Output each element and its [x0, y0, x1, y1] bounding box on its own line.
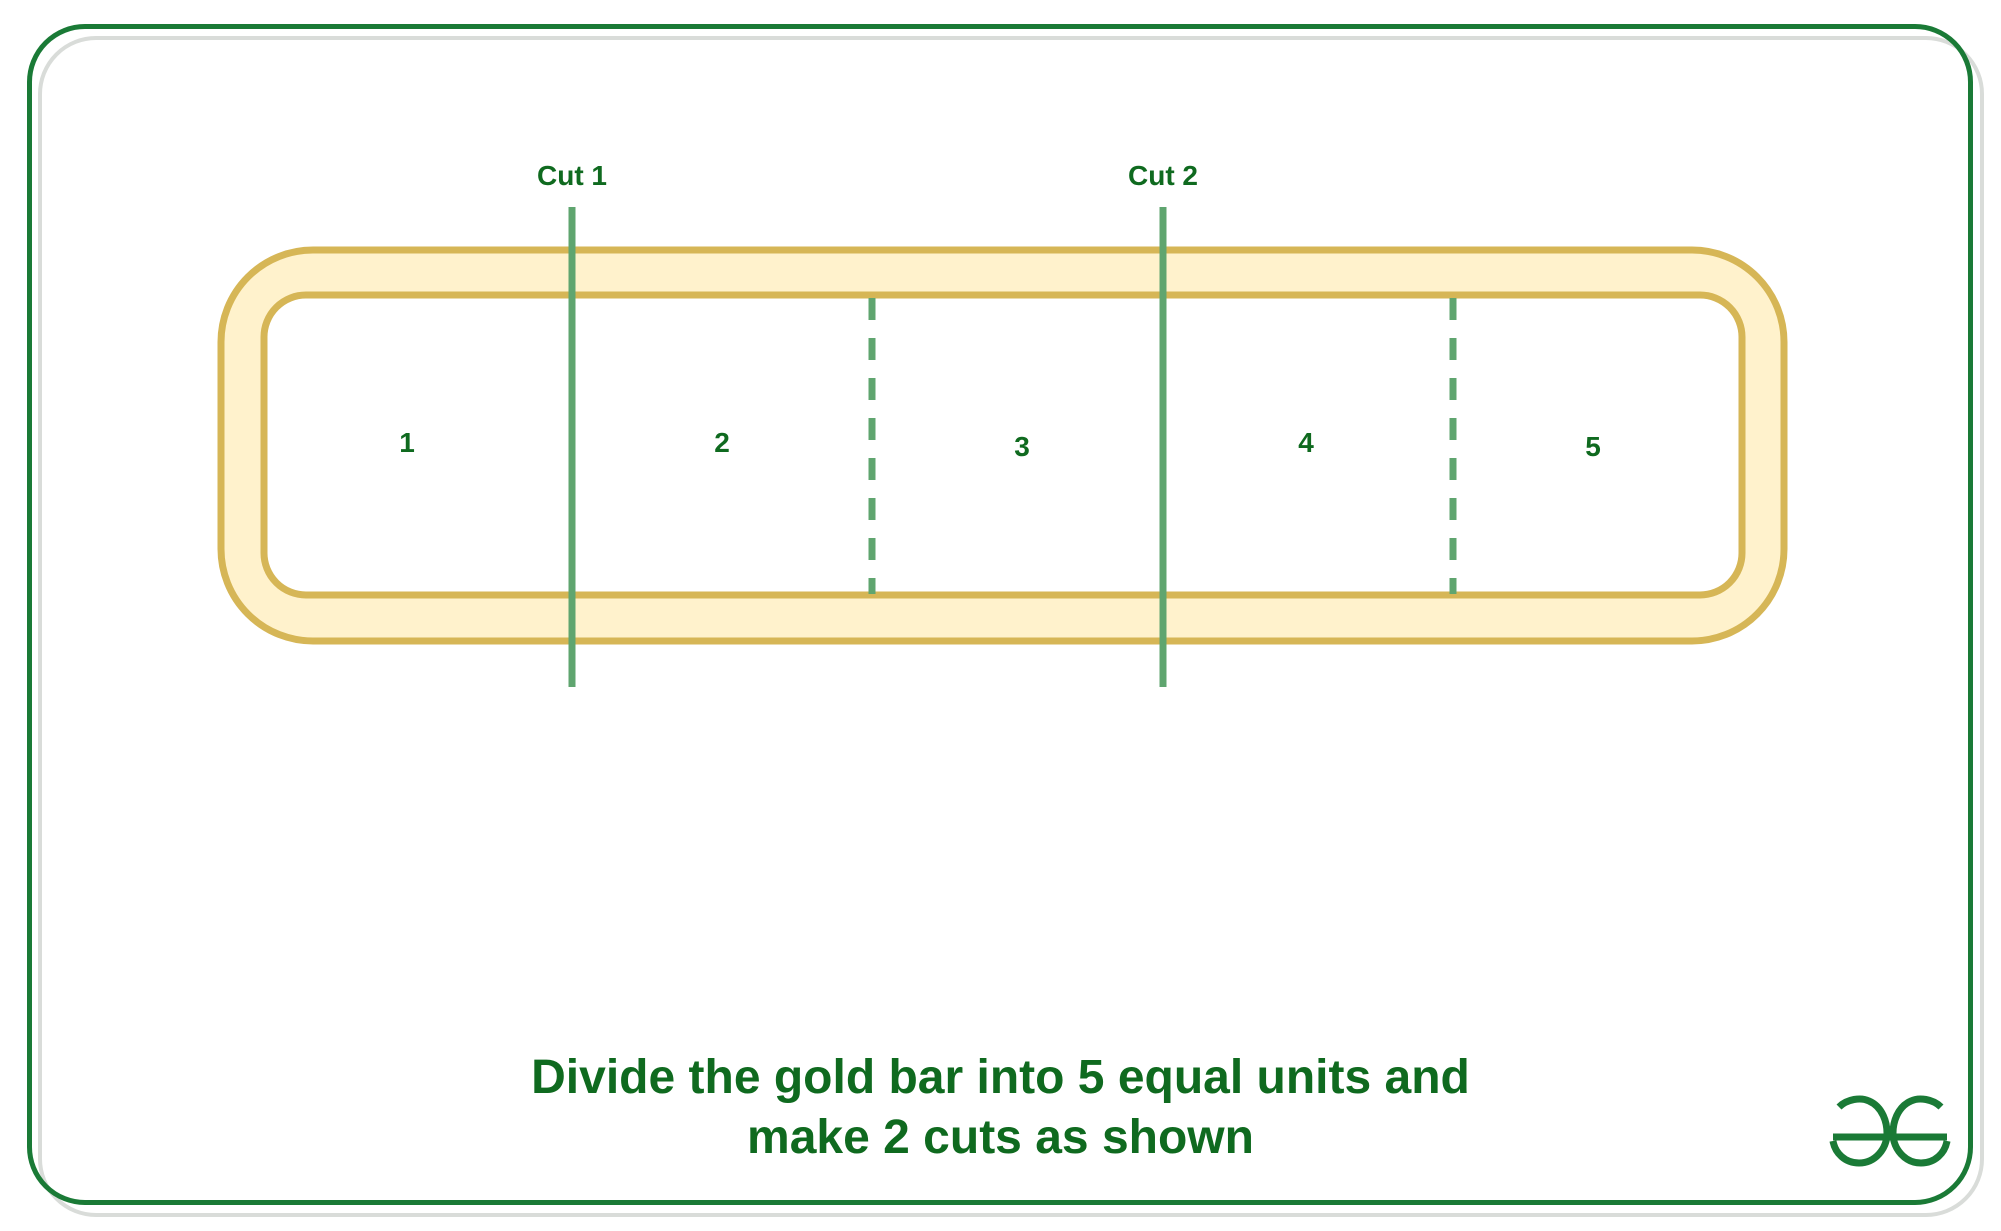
caption-line-2: make 2 cuts as shown	[747, 1111, 1254, 1164]
gold-bar-inner	[260, 291, 1746, 599]
caption-line-1: Divide the gold bar into 5 equal units a…	[531, 1051, 1470, 1104]
unit-label-2: 2	[714, 427, 730, 458]
frame-shadow	[38, 36, 1984, 1217]
card-frame	[27, 24, 1973, 1205]
cut-label-1: Cut 1	[537, 160, 607, 191]
caption: Divide the gold bar into 5 equal units a…	[0, 1048, 2001, 1168]
unit-label-3: 3	[1014, 431, 1030, 462]
unit-label-1: 1	[399, 427, 415, 458]
unit-label-4: 4	[1298, 427, 1314, 458]
unit-label-5: 5	[1585, 431, 1601, 462]
geeksforgeeks-logo-icon	[1829, 1095, 1951, 1167]
cut-label-2: Cut 2	[1128, 160, 1198, 191]
